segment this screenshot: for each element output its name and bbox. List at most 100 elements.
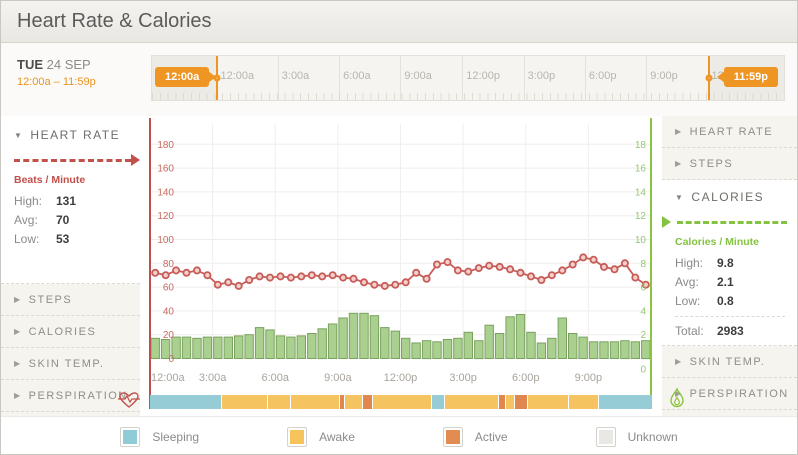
timeline-gridline xyxy=(339,56,341,100)
range-end-handle-icon[interactable] xyxy=(705,74,713,82)
activity-segment-active[interactable] xyxy=(338,395,344,409)
timeline-gridline xyxy=(584,56,586,100)
activity-segment-active[interactable] xyxy=(497,395,506,409)
heart-ecg-icon xyxy=(117,391,140,414)
x-axis-tick-label: 12:00p xyxy=(383,372,418,384)
timeline-tick-label: 9:00p xyxy=(650,70,678,82)
svg-text:10: 10 xyxy=(635,235,647,246)
stat-high: High: 9.8 xyxy=(675,256,797,270)
activity-segment-active[interactable] xyxy=(513,395,527,409)
expand-arrow-icon: ▶ xyxy=(14,295,22,304)
activity-segment-awake[interactable] xyxy=(221,395,268,409)
calories-line-sample xyxy=(661,216,797,228)
sidebar-item-perspiration-right[interactable]: ▶ PERSPIRATION xyxy=(661,378,797,410)
activity-segment-awake[interactable] xyxy=(568,395,598,409)
svg-text:14: 14 xyxy=(635,187,647,198)
calories-panel: ▼ CALORIES Calories / Minute High: 9.8 A… xyxy=(661,180,797,346)
activity-state-strip[interactable] xyxy=(149,395,652,409)
stat-total: Total: 2983 xyxy=(674,316,785,338)
activity-segment-sleeping[interactable] xyxy=(149,395,222,409)
svg-text:140: 140 xyxy=(157,187,174,198)
stat-avg-label: Avg: xyxy=(674,275,699,289)
flame-icon xyxy=(668,386,686,415)
activity-segment-awake[interactable] xyxy=(526,395,569,409)
x-axis-tick-label: 9:00p xyxy=(574,372,603,384)
stat-low-label: Low: xyxy=(674,294,701,308)
activity-segment-awake[interactable] xyxy=(505,395,514,409)
day-of-week: TUE xyxy=(17,57,43,72)
stat-low: Low: 0.8 xyxy=(675,294,797,308)
expand-arrow-icon: ▶ xyxy=(674,357,683,366)
sidebar-item-steps[interactable]: ▶ STEPS xyxy=(1,284,140,316)
timeline-track[interactable]: 12:00a 3:00a 6:00a 9:00a 12:00p 3:00p 6:00p 9:0… xyxy=(151,55,785,101)
range-end-pin[interactable] xyxy=(705,56,713,100)
sidebar-item-label: PERSPIRATION xyxy=(28,389,128,402)
stat-low-value: 0.8 xyxy=(716,294,734,308)
unknown-swatch-icon xyxy=(595,426,616,447)
heart-rate-unit-label: Beats / Minute xyxy=(14,174,86,186)
active-swatch-icon xyxy=(442,426,463,447)
calories-panel-header[interactable]: ▼ CALORIES xyxy=(675,190,797,204)
svg-text:2: 2 xyxy=(640,330,646,341)
timeline-tick-label: 9:00a xyxy=(404,70,432,82)
timeline-tick-label: 6:00p xyxy=(588,70,617,82)
timeline-minor-ticks xyxy=(152,93,784,100)
stat-total-value: 2983 xyxy=(716,324,744,338)
svg-text:40: 40 xyxy=(163,306,175,317)
sidebar-item-heart-rate-right[interactable]: ▶ HEART RATE xyxy=(661,116,797,148)
timeline-tick-label: 6:00a xyxy=(343,70,371,82)
activity-segment-active[interactable] xyxy=(362,395,373,409)
sidebar-item-calories[interactable]: ▶ CALORIES xyxy=(1,316,140,348)
x-axis-tick-label: 6:00p xyxy=(511,372,540,384)
expand-arrow-icon: ▶ xyxy=(14,327,22,336)
svg-text:60: 60 xyxy=(163,283,175,294)
svg-text:6: 6 xyxy=(640,283,646,294)
collapse-arrow-icon: ▼ xyxy=(674,192,685,202)
activity-segment-awake[interactable] xyxy=(443,395,498,409)
range-start-tag[interactable]: 12:00a xyxy=(155,67,210,87)
stat-avg-value: 70 xyxy=(56,213,70,227)
sidebar-item-perspiration[interactable]: ▶ PERSPIRATION xyxy=(1,380,140,412)
stat-high-value: 131 xyxy=(56,194,77,208)
svg-text:120: 120 xyxy=(157,211,174,222)
sidebar-item-skin-temp-right[interactable]: ▶ SKIN TEMP. xyxy=(661,346,797,378)
activity-segment-awake[interactable] xyxy=(267,395,290,409)
x-axis-tick-label: 9:00a xyxy=(324,372,352,384)
right-sidebar: ▶ HEART RATE ▶ STEPS ▼ CALORIES Calories… xyxy=(661,116,797,416)
svg-text:0: 0 xyxy=(168,354,174,365)
legend-item-active: Active xyxy=(442,426,508,447)
activity-segment-awake[interactable] xyxy=(289,395,339,409)
sidebar-item-skin-temp[interactable]: ▶ SKIN TEMP. xyxy=(1,348,140,380)
left-sidebar: ▼ HEART RATE Beats / Minute High: 131 Av… xyxy=(1,116,140,416)
stat-low: Low: 53 xyxy=(14,232,140,246)
svg-text:80: 80 xyxy=(163,259,175,270)
sidebar-item-label: SKIN TEMP. xyxy=(689,355,766,368)
svg-text:4: 4 xyxy=(640,306,646,317)
timeline-gridline xyxy=(523,56,525,100)
stat-total-label: Total: xyxy=(674,324,704,338)
range-start-pin[interactable] xyxy=(213,56,221,100)
stat-avg-value: 2.1 xyxy=(716,275,734,289)
legend-label: Awake xyxy=(319,429,355,444)
activity-segment-sleeping[interactable] xyxy=(431,395,444,409)
x-axis-tick-label: 12:00a xyxy=(150,372,185,384)
activity-segment-awake[interactable] xyxy=(343,395,363,409)
timeline-gridline xyxy=(462,56,464,100)
stat-avg-label: Avg: xyxy=(14,213,38,227)
activity-segment-sleeping[interactable] xyxy=(597,395,652,409)
activity-segment-awake[interactable] xyxy=(372,395,432,409)
heart-rate-calories-chart[interactable]: 180 160 140 120 100 80 60 40 20 0 18 16 14 12 10 8 6 4 2 0 xyxy=(140,116,662,416)
svg-text:16: 16 xyxy=(635,164,647,175)
timeline-gridline xyxy=(400,56,402,100)
range-end-tag[interactable]: 11:59p xyxy=(723,67,778,87)
svg-text:8: 8 xyxy=(640,259,646,270)
right-arrow-icon xyxy=(130,154,140,166)
expand-arrow-icon: ▶ xyxy=(674,159,683,168)
heart-rate-panel-header[interactable]: ▼ HEART RATE xyxy=(14,128,140,142)
stat-low-label: Low: xyxy=(14,232,40,246)
sidebar-item-steps-right[interactable]: ▶ STEPS xyxy=(661,148,797,180)
sidebar-item-label: SKIN TEMP. xyxy=(28,357,105,370)
date-label: TUE 24 SEP xyxy=(17,57,151,72)
date-value: 24 SEP xyxy=(46,57,91,72)
svg-text:12: 12 xyxy=(635,211,647,222)
